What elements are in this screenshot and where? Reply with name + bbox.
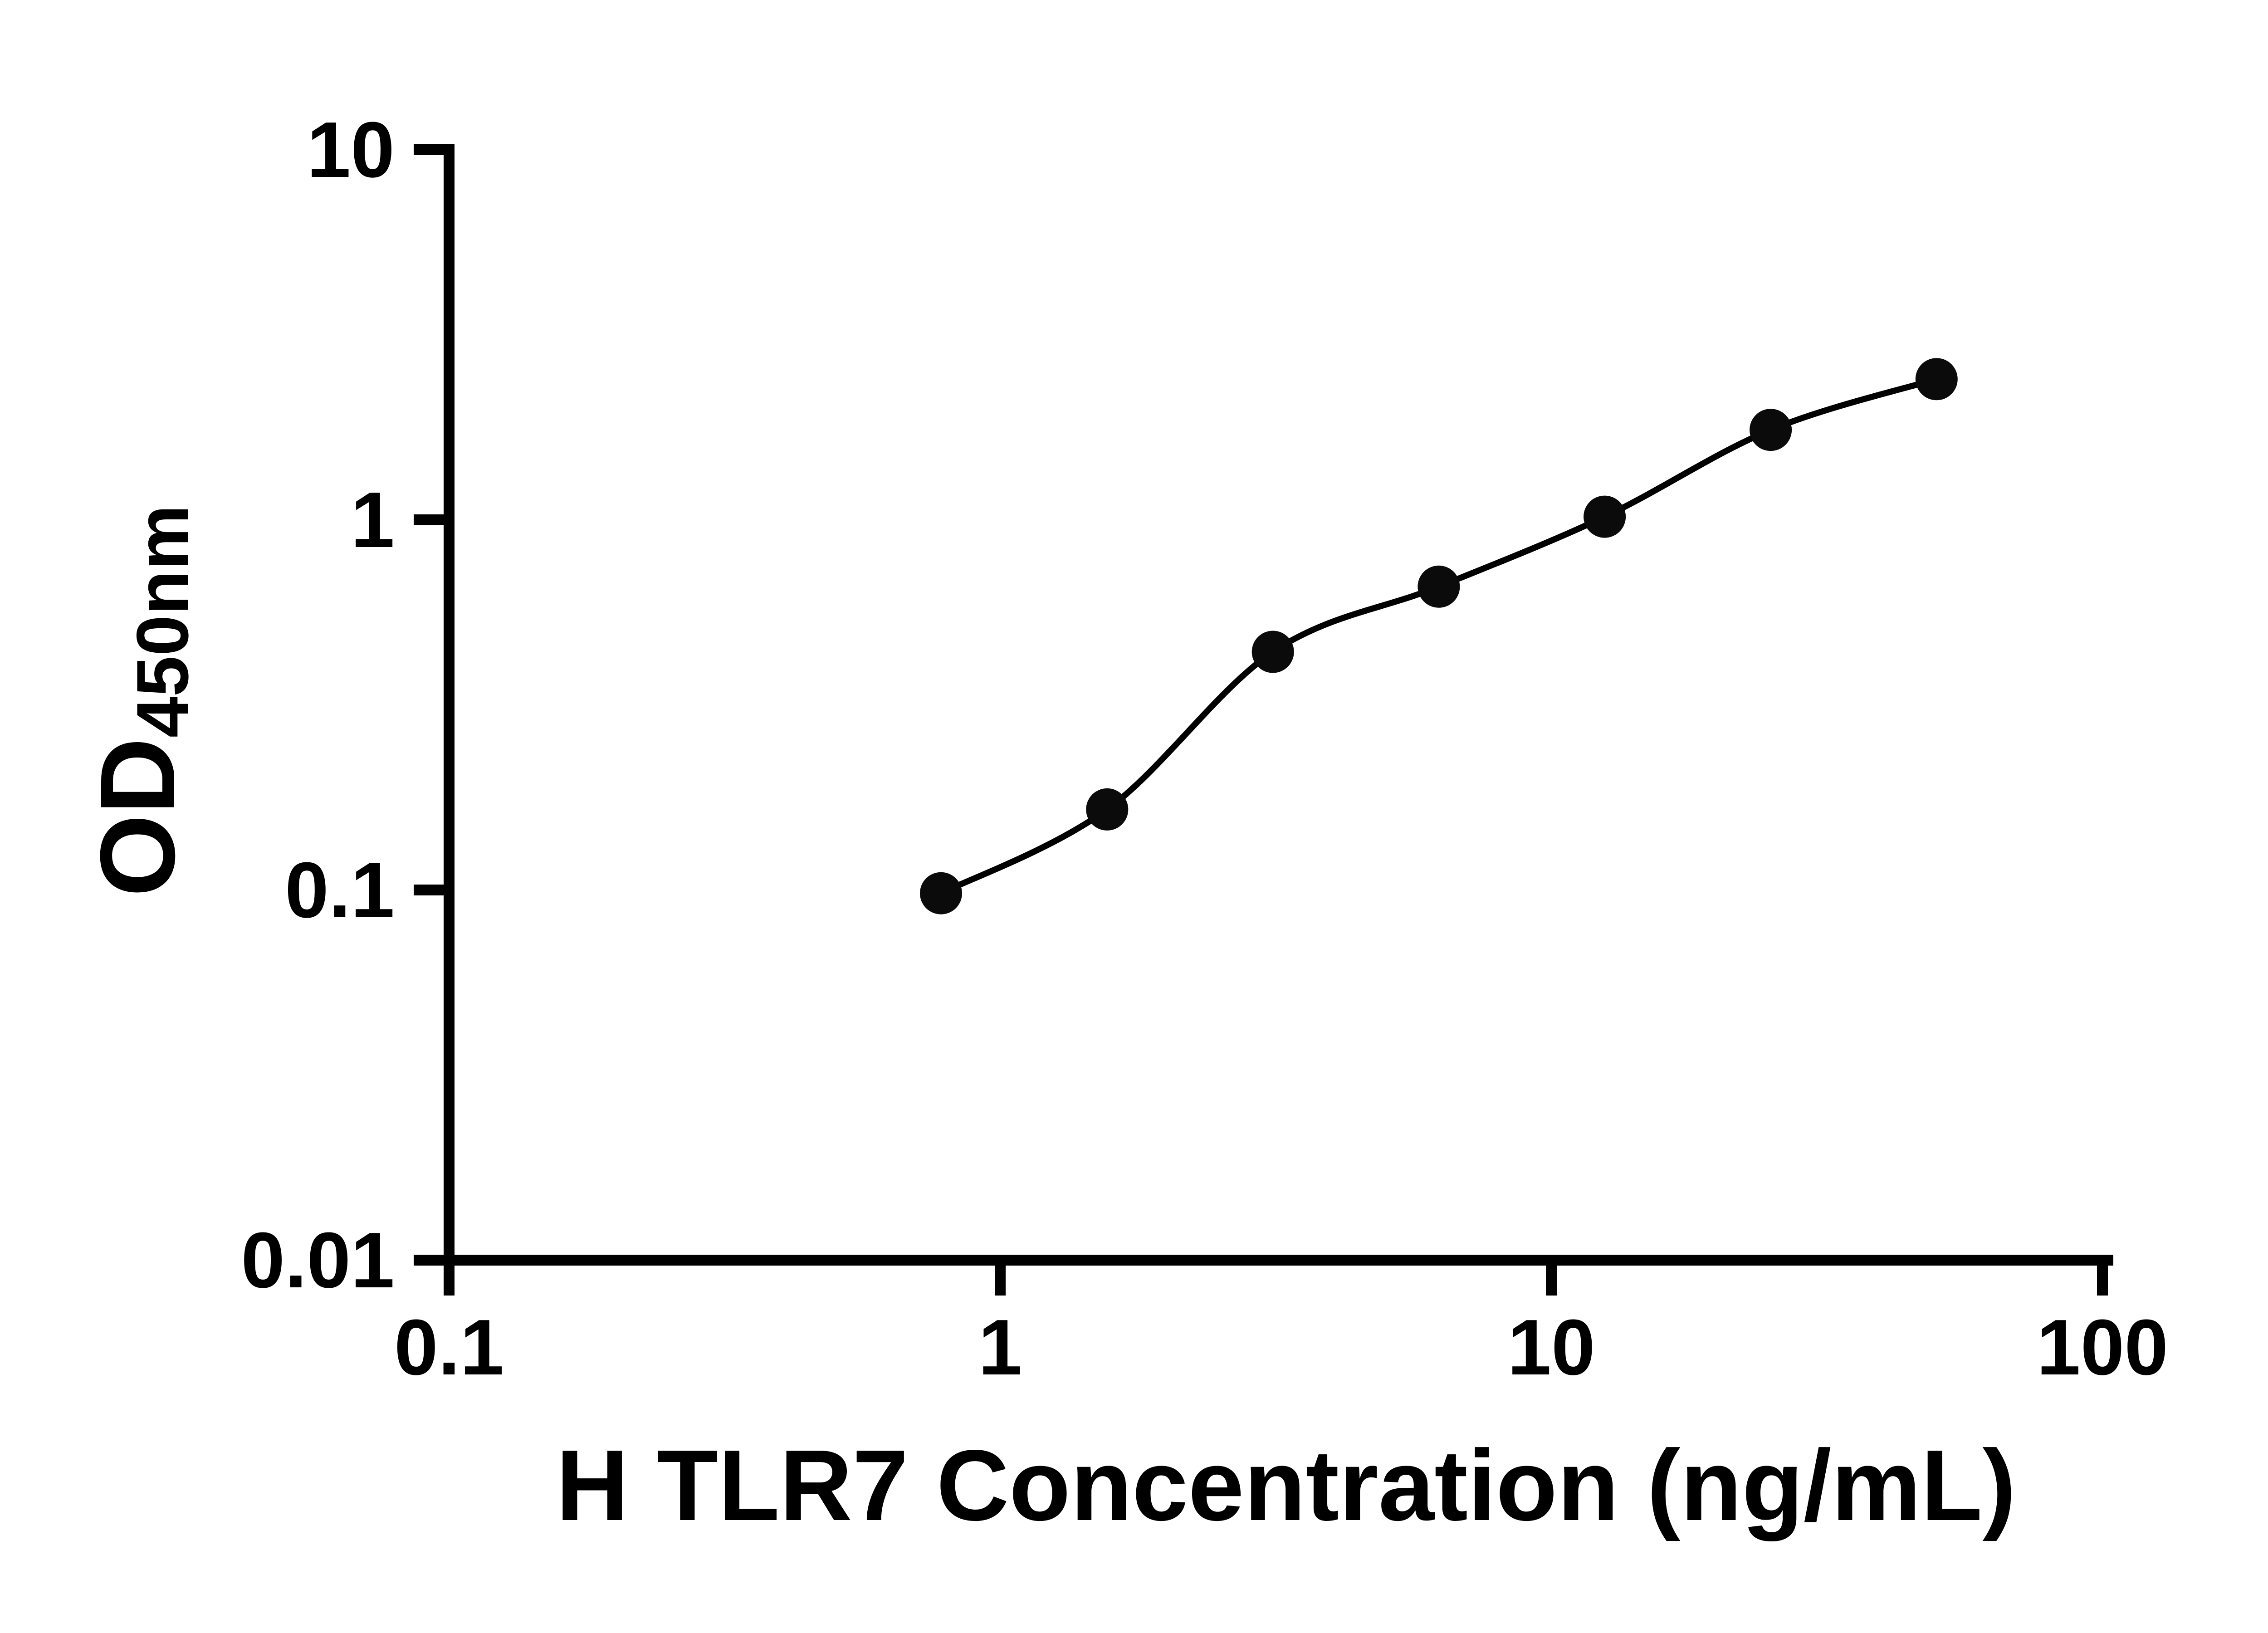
x-tick-label: 10 xyxy=(1507,1303,1595,1391)
data-point xyxy=(1086,788,1129,831)
y-axis-title-sub: 450nm xyxy=(122,505,204,738)
x-tick-label: 0.1 xyxy=(394,1303,504,1391)
x-axis-ticks: 0.1 1 10 100 xyxy=(394,1260,2168,1391)
y-tick-label: 1 xyxy=(351,475,395,564)
y-axis-title-main: OD xyxy=(78,738,197,897)
data-point xyxy=(1418,565,1460,608)
data-point xyxy=(920,872,962,914)
y-tick-label: 10 xyxy=(307,105,395,194)
y-axis-ticks: 0.01 0.1 1 10 xyxy=(241,105,449,1304)
data-point xyxy=(1915,358,1958,401)
x-tick-label: 1 xyxy=(978,1303,1022,1391)
y-axis-title: OD450nm xyxy=(78,505,204,897)
data-point xyxy=(1750,409,1792,451)
data-points xyxy=(920,358,1958,914)
y-tick-label: 0.01 xyxy=(241,1216,395,1304)
data-point xyxy=(1584,495,1626,538)
axes xyxy=(444,144,2113,1266)
data-point xyxy=(1251,631,1294,673)
x-axis-title: H TLR7 Concentration (ng/mL) xyxy=(556,1429,2016,1542)
x-tick-label: 100 xyxy=(2037,1303,2168,1391)
y-tick-label: 0.1 xyxy=(285,846,395,934)
